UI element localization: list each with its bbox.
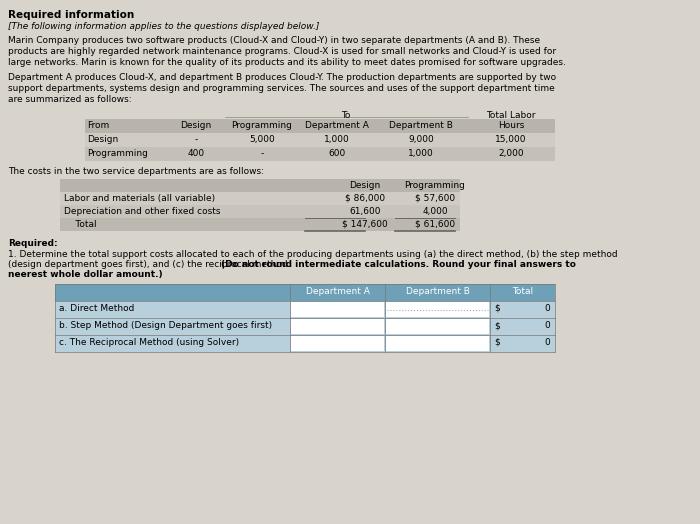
Text: 61,600: 61,600: [349, 207, 381, 216]
Text: Programming: Programming: [87, 149, 148, 158]
Text: Total Labor: Total Labor: [486, 111, 536, 120]
Bar: [85, 133, 555, 147]
Text: 15,000: 15,000: [496, 135, 526, 144]
Bar: [386, 302, 489, 317]
Text: are summarized as follows:: are summarized as follows:: [8, 95, 132, 104]
Text: Marin Company produces two software products (Cloud-X and Cloud-Y) in two separa: Marin Company produces two software prod…: [8, 36, 540, 45]
Text: The costs in the two service departments are as follows:: The costs in the two service departments…: [8, 167, 264, 176]
Text: 0: 0: [545, 321, 550, 330]
Text: 400: 400: [188, 149, 204, 158]
Text: Labor and materials (all variable): Labor and materials (all variable): [64, 194, 215, 203]
Text: Programming: Programming: [232, 121, 293, 130]
Text: 600: 600: [328, 149, 346, 158]
Text: 0: 0: [545, 338, 550, 347]
Text: 0: 0: [545, 304, 550, 313]
Text: Department B: Department B: [389, 121, 453, 130]
Text: Design: Design: [87, 135, 118, 144]
Text: support departments, systems design and programming services. The sources and us: support departments, systems design and …: [8, 84, 554, 93]
Text: Department A: Department A: [305, 121, 369, 130]
Bar: [291, 319, 384, 334]
Text: -: -: [195, 135, 197, 144]
Text: Required information: Required information: [8, 10, 134, 20]
Text: Department A produces Cloud-X, and department B produces Cloud-Y. The production: Department A produces Cloud-X, and depar…: [8, 73, 556, 82]
Text: From: From: [87, 121, 109, 130]
Bar: [55, 335, 555, 352]
Text: Depreciation and other fixed costs: Depreciation and other fixed costs: [64, 207, 220, 216]
Text: large networks. Marin is known for the quality of its products and its ability t: large networks. Marin is known for the q…: [8, 58, 566, 67]
Bar: [386, 319, 489, 334]
Bar: [85, 119, 555, 133]
Text: 2,000: 2,000: [498, 149, 524, 158]
Text: Design: Design: [349, 181, 381, 190]
Text: $: $: [494, 321, 500, 330]
Bar: [291, 336, 384, 351]
Text: 1. Determine the total support costs allocated to each of the producing departme: 1. Determine the total support costs all…: [8, 250, 617, 259]
Text: [The following information applies to the questions displayed below.]: [The following information applies to th…: [8, 22, 319, 31]
Text: Department B: Department B: [405, 287, 470, 296]
Text: 9,000: 9,000: [408, 135, 434, 144]
Bar: [291, 302, 384, 317]
Text: (Do not round intermediate calculations. Round your final answers to: (Do not round intermediate calculations.…: [221, 260, 576, 269]
Text: c. The Reciprocal Method (using Solver): c. The Reciprocal Method (using Solver): [59, 338, 239, 347]
Text: b. Step Method (Design Department goes first): b. Step Method (Design Department goes f…: [59, 321, 272, 330]
Text: $: $: [494, 304, 500, 313]
Bar: [60, 205, 460, 218]
Text: $ 57,600: $ 57,600: [415, 194, 455, 203]
Text: 4,000: 4,000: [422, 207, 448, 216]
Text: Required:: Required:: [8, 239, 57, 248]
Text: To: To: [342, 111, 351, 120]
Text: Total: Total: [512, 287, 533, 296]
Text: Programming: Programming: [405, 181, 466, 190]
Text: $ 147,600: $ 147,600: [342, 220, 388, 229]
Bar: [60, 179, 460, 192]
Bar: [55, 284, 555, 301]
Text: 1,000: 1,000: [324, 135, 350, 144]
Text: a. Direct Method: a. Direct Method: [59, 304, 134, 313]
Bar: [55, 318, 555, 335]
Bar: [55, 284, 555, 352]
Text: Department A: Department A: [306, 287, 370, 296]
Text: products are highly regarded network maintenance programs. Cloud-X is used for s: products are highly regarded network mai…: [8, 47, 556, 56]
Text: neerest whole dollar amount.): neerest whole dollar amount.): [8, 270, 162, 279]
Text: $ 86,000: $ 86,000: [345, 194, 385, 203]
Text: $: $: [494, 338, 500, 347]
Text: Design: Design: [181, 121, 211, 130]
Text: Total: Total: [64, 220, 97, 229]
Text: 1,000: 1,000: [408, 149, 434, 158]
Text: $ 61,600: $ 61,600: [415, 220, 455, 229]
Bar: [85, 147, 555, 161]
Bar: [60, 218, 460, 231]
Bar: [60, 192, 460, 205]
Text: (design department goes first), and (c) the reciprocal method.: (design department goes first), and (c) …: [8, 260, 293, 269]
Bar: [55, 301, 555, 318]
Text: 5,000: 5,000: [249, 135, 275, 144]
Bar: [386, 336, 489, 351]
Text: Hours: Hours: [498, 121, 524, 130]
Text: -: -: [260, 149, 264, 158]
